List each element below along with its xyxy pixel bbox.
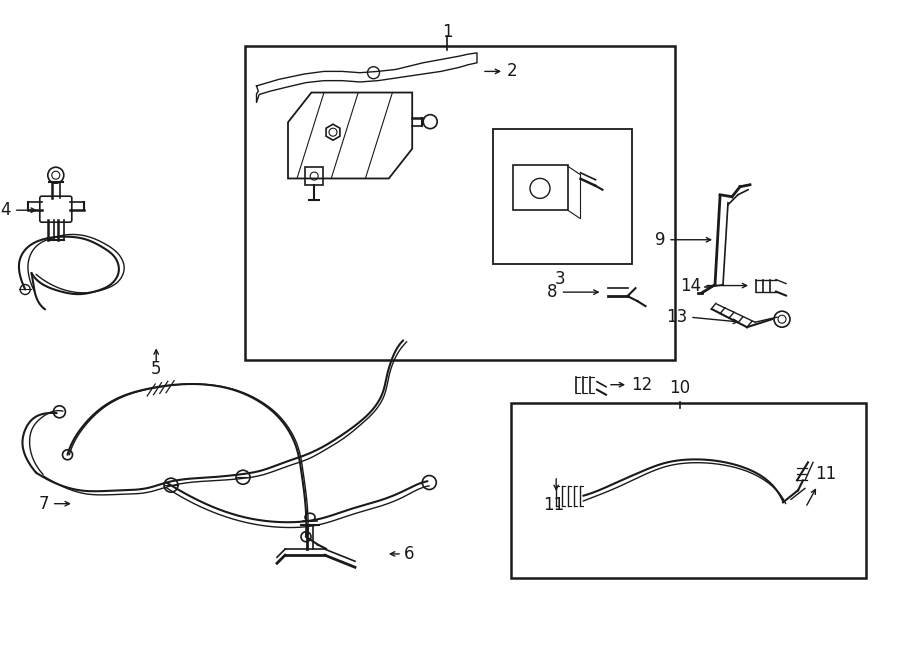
Text: 14: 14 — [680, 276, 701, 295]
Text: 13: 13 — [666, 308, 687, 326]
Bar — [245, 46, 675, 360]
Text: 2: 2 — [507, 62, 517, 81]
Text: 12: 12 — [631, 375, 652, 394]
Bar — [513, 165, 568, 210]
Text: 11: 11 — [544, 496, 565, 514]
Text: 8: 8 — [547, 283, 557, 301]
Text: 10: 10 — [669, 379, 690, 397]
Text: 7: 7 — [39, 494, 49, 513]
Text: 11: 11 — [815, 465, 837, 483]
Text: 3: 3 — [554, 270, 565, 288]
Text: 6: 6 — [404, 545, 415, 563]
Text: 4: 4 — [0, 201, 11, 219]
Bar — [305, 167, 323, 185]
Bar — [511, 403, 866, 578]
Text: 9: 9 — [654, 231, 665, 249]
Text: 5: 5 — [151, 360, 161, 379]
Bar — [493, 129, 632, 264]
Text: 1: 1 — [442, 23, 453, 42]
